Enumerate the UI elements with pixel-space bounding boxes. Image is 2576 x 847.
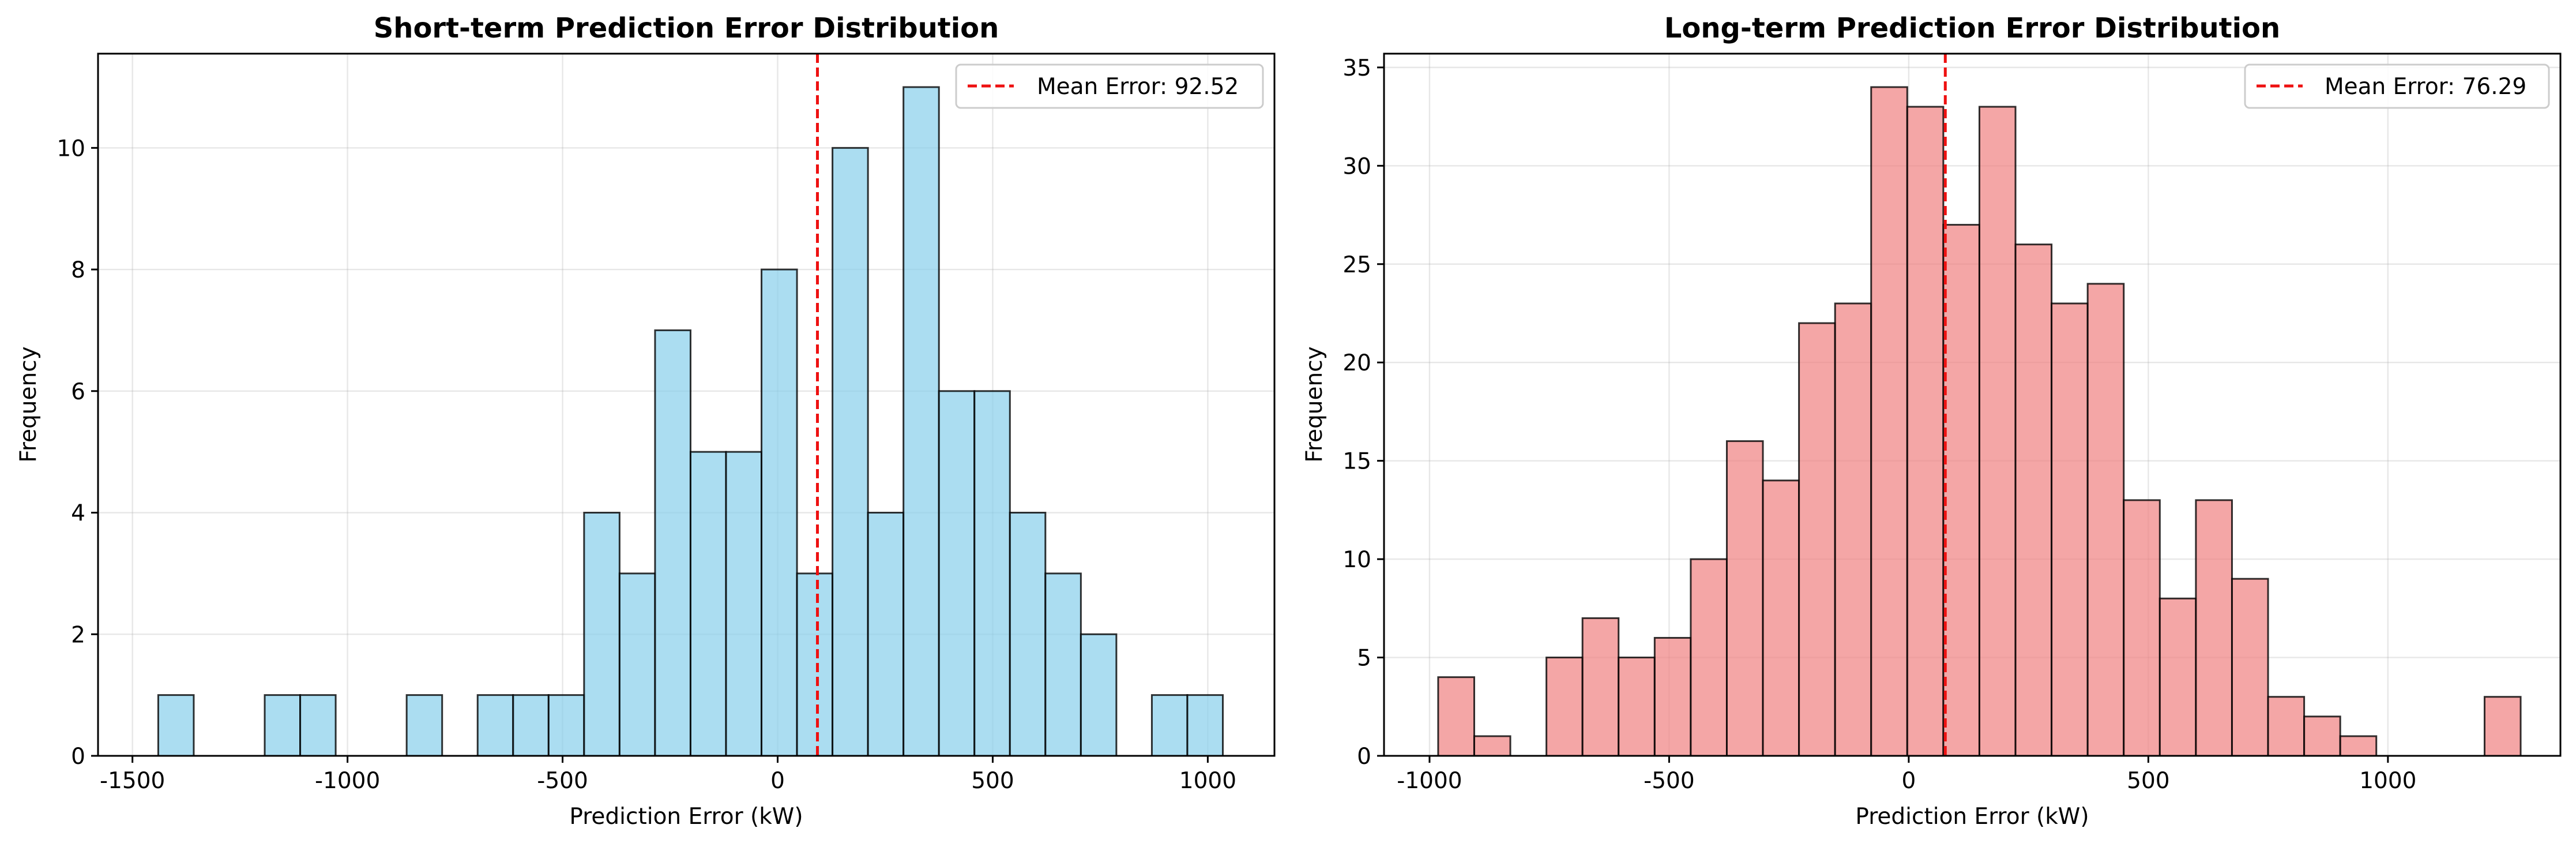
- histogram-bar-long-term-17: [2051, 302, 2089, 757]
- histogram-bar-short-term-25: [1044, 572, 1082, 757]
- chart-title-short-term: Short-term Prediction Error Distribution: [374, 12, 999, 44]
- histogram-bar-short-term-16: [725, 451, 763, 757]
- histogram-bar-long-term-22: [2231, 578, 2269, 757]
- histogram-bar-long-term-4: [1581, 617, 1620, 757]
- histogram-bar-long-term-20: [2158, 597, 2197, 757]
- x-tick-label-long-term-3: 500: [2127, 768, 2169, 794]
- histogram-bar-short-term-4: [299, 694, 337, 757]
- histogram-bar-short-term-13: [618, 572, 656, 757]
- axes-frame-long-term: [1383, 53, 2562, 757]
- y-tick-label-long-term-0: 0: [1357, 744, 1371, 770]
- histogram-bar-long-term-1: [1473, 735, 1511, 757]
- chart-title-long-term: Long-term Prediction Error Distribution: [1664, 12, 2280, 44]
- y-ticks-long-term: 0 5 10 15 20 25 30 35: [1342, 55, 1384, 770]
- y-tick-label-long-term-1: 5: [1357, 646, 1371, 672]
- x-tick-label-short-term-4: 500: [971, 768, 1014, 794]
- histogram-bar-long-term-23: [2267, 696, 2306, 757]
- y-tick-label-short-term-0: 0: [71, 744, 85, 770]
- y-tick-label-long-term-3: 15: [1342, 449, 1371, 475]
- histogram-bar-short-term-3: [264, 694, 302, 757]
- histogram-bar-long-term-16: [2014, 243, 2053, 757]
- histogram-bar-short-term-12: [583, 512, 621, 757]
- legend-label-short-term: Mean Error: 92.52: [1037, 74, 1239, 100]
- histogram-bar-short-term-23: [973, 390, 1011, 757]
- bars-short-term: [157, 86, 1224, 757]
- histogram-bar-long-term-0: [1437, 676, 1475, 757]
- x-ticks-short-term: -1500 -1000 -500 0 500 1000: [100, 756, 1236, 794]
- x-tick-label-short-term-1: -1000: [315, 768, 380, 794]
- histogram-bar-long-term-5: [1618, 657, 1656, 757]
- histogram-bar-short-term-14: [654, 329, 691, 757]
- histogram-bar-long-term-13: [1906, 106, 1945, 757]
- axes-frame-short-term: [97, 53, 1276, 757]
- x-tick-label-long-term-2: 0: [1901, 768, 1916, 794]
- y-tick-label-long-term-2: 10: [1342, 547, 1371, 573]
- histogram-bar-long-term-14: [1942, 224, 1980, 757]
- y-tick-label-long-term-5: 25: [1342, 252, 1371, 278]
- y-tick-label-long-term-6: 30: [1342, 153, 1371, 179]
- x-tick-label-long-term-0: -1000: [1397, 768, 1462, 794]
- histogram-bar-short-term-18: [796, 572, 834, 757]
- histogram-bar-long-term-6: [1653, 636, 1692, 757]
- histogram-bar-long-term-19: [2123, 499, 2161, 757]
- legend-box-long-term: [2244, 63, 2550, 109]
- histogram-bar-long-term-18: [2086, 283, 2125, 757]
- y-tick-label-short-term-2: 4: [71, 501, 85, 527]
- y-axis-label-long-term: Frequency: [1302, 346, 1328, 462]
- subplot-short-term: -1500 -1000 -500 0 500 1000 0 2 4 6 8 10 Short-ter…: [16, 12, 1276, 830]
- y-tick-label-short-term-3: 6: [71, 379, 85, 405]
- x-tick-label-short-term-2: -500: [537, 768, 588, 794]
- histogram-bar-long-term-24: [2303, 715, 2341, 757]
- histogram-bar-short-term-19: [832, 147, 869, 757]
- histogram-bar-long-term-3: [1545, 657, 1584, 757]
- y-tick-label-long-term-4: 20: [1342, 350, 1371, 376]
- histogram-bar-short-term-20: [867, 512, 905, 757]
- legend-long-term: Mean Error: 76.29: [2244, 63, 2550, 109]
- histogram-bar-long-term-9: [1762, 479, 1800, 757]
- x-tick-label-long-term-1: -500: [1644, 768, 1695, 794]
- histogram-bar-short-term-28: [1150, 694, 1189, 757]
- histogram-bar-long-term-12: [1870, 86, 1908, 757]
- subplot-long-term: -1000 -500 0 500 1000 0 5 10 15 20 25 30 35 Long-te…: [1302, 12, 2562, 830]
- y-tick-label-short-term-5: 10: [57, 136, 85, 162]
- legend-short-term: Mean Error: 92.52: [955, 63, 1264, 109]
- y-tick-label-long-term-7: 35: [1342, 55, 1371, 81]
- histogram-bar-long-term-29: [2483, 696, 2522, 757]
- histogram-bar-long-term-7: [1690, 558, 1728, 757]
- histogram-bar-short-term-22: [938, 390, 976, 757]
- bars-long-term: [1437, 86, 2522, 757]
- histogram-bar-long-term-25: [2339, 735, 2378, 757]
- x-tick-label-long-term-4: 1000: [2359, 768, 2416, 794]
- histogram-bar-short-term-11: [547, 694, 585, 757]
- histogram-bar-short-term-10: [512, 694, 550, 757]
- histogram-bar-short-term-24: [1009, 512, 1047, 757]
- histogram-bar-short-term-26: [1080, 633, 1118, 757]
- histogram-bar-short-term-17: [761, 268, 798, 757]
- y-tick-label-short-term-4: 8: [71, 257, 85, 283]
- histogram-bar-long-term-8: [1725, 440, 1764, 757]
- x-tick-label-short-term-0: -1500: [100, 768, 165, 794]
- y-axis-label-short-term: Frequency: [16, 346, 42, 462]
- histogram-bar-short-term-15: [689, 451, 727, 757]
- histogram-bar-long-term-21: [2195, 499, 2233, 757]
- histogram-bar-long-term-11: [1834, 302, 1872, 757]
- histogram-bar-long-term-15: [1978, 106, 2017, 757]
- x-axis-label-long-term: Prediction Error (kW): [1855, 804, 2089, 830]
- y-ticks-short-term: 0 2 4 6 8 10: [57, 136, 98, 770]
- histogram-bar-short-term-0: [157, 694, 195, 757]
- legend-label-long-term: Mean Error: 76.29: [2325, 74, 2526, 100]
- histogram-bar-long-term-10: [1798, 322, 1836, 757]
- histogram-bar-short-term-7: [405, 694, 443, 757]
- x-ticks-long-term: -1000 -500 0 500 1000: [1397, 756, 2416, 794]
- x-tick-label-short-term-5: 1000: [1179, 768, 1236, 794]
- x-axis-label-short-term: Prediction Error (kW): [569, 804, 803, 830]
- histogram-bar-short-term-9: [476, 694, 514, 757]
- histogram-bar-short-term-21: [902, 86, 940, 757]
- y-tick-label-short-term-1: 2: [71, 622, 85, 648]
- x-tick-label-short-term-3: 0: [770, 768, 785, 794]
- histogram-bar-short-term-29: [1186, 694, 1224, 757]
- legend-box-short-term: [955, 63, 1264, 109]
